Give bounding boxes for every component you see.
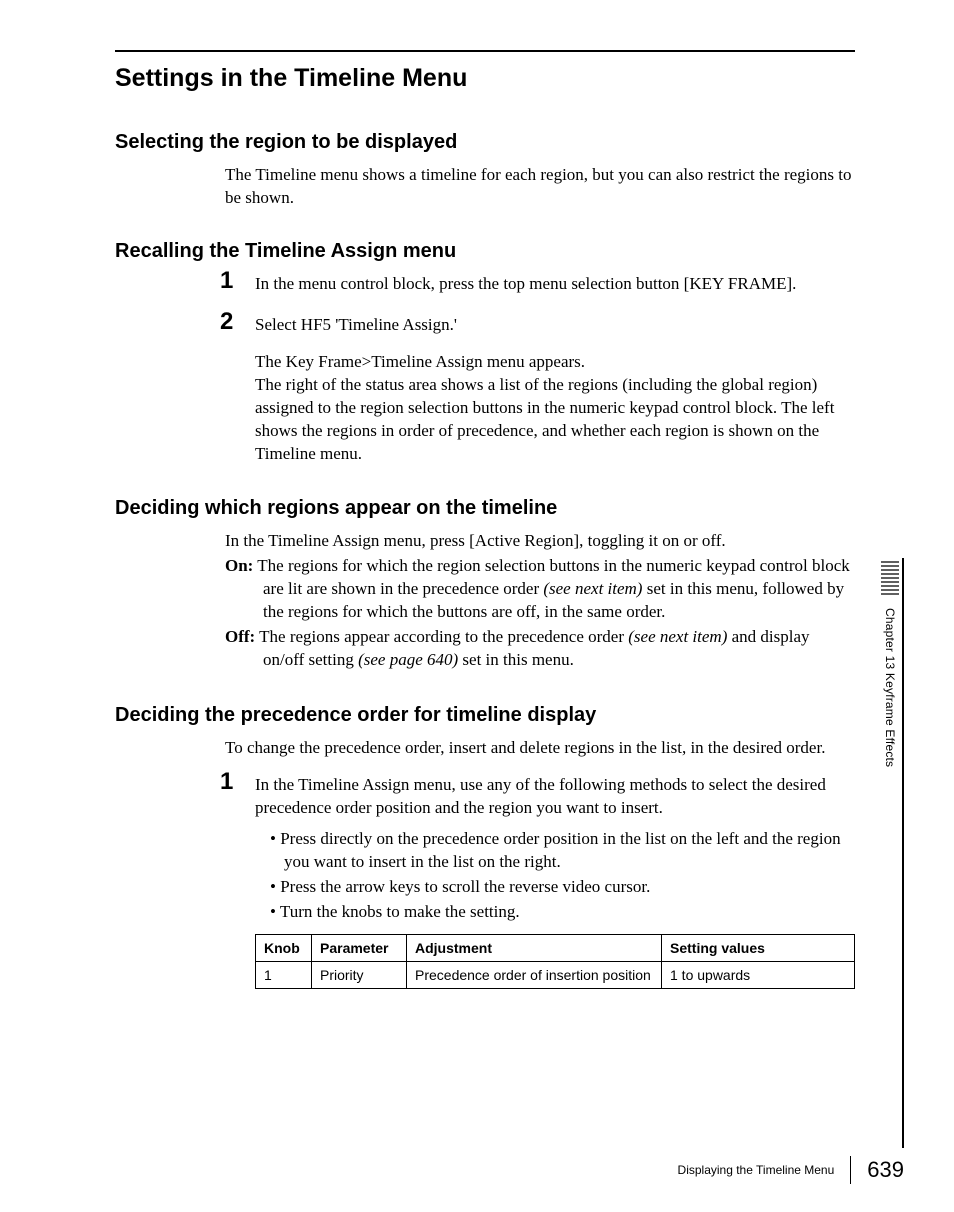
td-adjustment: Precedence order of insertion position (407, 961, 662, 988)
step-number: 1 (220, 768, 233, 796)
footer-page-number: 639 (867, 1157, 904, 1183)
td-parameter: Priority (312, 961, 407, 988)
off-text-1: The regions appear according to the prec… (255, 627, 628, 646)
body-selecting-region: The Timeline menu shows a timeline for e… (225, 164, 855, 210)
th-setting-values: Setting values (662, 934, 855, 961)
heading-deciding-regions: Deciding which regions appear on the tim… (115, 497, 855, 520)
td-setting-values: 1 to upwards (662, 961, 855, 988)
heading-recalling: Recalling the Timeline Assign menu (115, 240, 855, 263)
section-precedence-order: Deciding the precedence order for timeli… (115, 704, 855, 989)
section-recalling-timeline-assign: Recalling the Timeline Assign menu 1 In … (115, 240, 855, 466)
step-number: 1 (220, 267, 233, 295)
precedence-intro: To change the precedence order, insert a… (225, 737, 855, 760)
precedence-step-1: 1 In the Timeline Assign menu, use any o… (225, 774, 855, 989)
step-2: 2 Select HF5 'Timeline Assign.' The Key … (225, 314, 855, 466)
step-number: 2 (220, 308, 233, 336)
table-row: 1 Priority Precedence order of insertion… (256, 961, 855, 988)
heading-selecting-region: Selecting the region to be displayed (115, 131, 855, 154)
page-title: Settings in the Timeline Menu (115, 64, 855, 93)
sidebar-bars-icon (879, 560, 901, 596)
on-label: On: (225, 556, 253, 575)
bullet-list: Press directly on the precedence order p… (270, 828, 855, 924)
on-item: On: The regions for which the region sel… (225, 555, 855, 624)
step-1: 1 In the menu control block, press the t… (225, 273, 855, 296)
off-item: Off: The regions appear according to the… (225, 626, 855, 672)
bullet-item: Press the arrow keys to scroll the rever… (270, 876, 855, 899)
on-italic-1: (see next item) (543, 579, 642, 598)
step-text: In the Timeline Assign menu, use any of … (255, 774, 855, 820)
table-header-row: Knob Parameter Adjustment Setting values (256, 934, 855, 961)
footer-section-title: Displaying the Timeline Menu (678, 1163, 835, 1177)
top-rule (115, 50, 855, 52)
td-knob: 1 (256, 961, 312, 988)
section-deciding-regions: Deciding which regions appear on the tim… (115, 497, 855, 672)
step-paragraph: The Key Frame>Timeline Assign menu appea… (255, 351, 855, 466)
th-parameter: Parameter (312, 934, 407, 961)
section-selecting-region: Selecting the region to be displayed The… (115, 131, 855, 210)
footer: Displaying the Timeline Menu 639 (678, 1156, 904, 1184)
off-italic-1: (see next item) (628, 627, 727, 646)
footer-separator (850, 1156, 851, 1184)
side-chapter-label: Chapter 13 Keyframe Effects (883, 608, 897, 767)
deciding-intro: In the Timeline Assign menu, press [Acti… (225, 530, 855, 553)
th-knob: Knob (256, 934, 312, 961)
th-adjustment: Adjustment (407, 934, 662, 961)
off-italic-2: (see page 640) (358, 650, 458, 669)
side-tab: Chapter 13 Keyframe Effects (876, 560, 904, 767)
step-text: In the menu control block, press the top… (255, 273, 855, 296)
bullet-item: Press directly on the precedence order p… (270, 828, 855, 874)
knob-table: Knob Parameter Adjustment Setting values… (255, 934, 855, 989)
bullet-item: Turn the knobs to make the setting. (270, 901, 855, 924)
off-text-3: set in this menu. (458, 650, 574, 669)
off-label: Off: (225, 627, 255, 646)
heading-precedence: Deciding the precedence order for timeli… (115, 704, 855, 727)
step-text: Select HF5 'Timeline Assign.' (255, 314, 855, 337)
